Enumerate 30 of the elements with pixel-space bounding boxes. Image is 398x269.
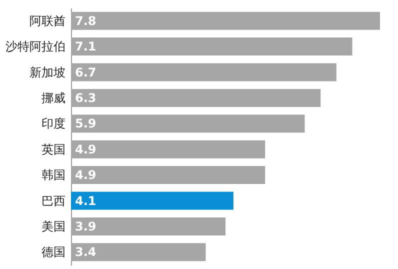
bar xyxy=(71,166,266,184)
y-tick-label: 德国 xyxy=(42,245,66,260)
y-tick-label: 美国 xyxy=(42,219,66,234)
bar xyxy=(71,217,226,236)
data-label: 6.7 xyxy=(75,65,96,80)
data-label: 4.9 xyxy=(75,142,96,156)
data-label: 3.4 xyxy=(75,245,96,260)
bar xyxy=(71,114,305,133)
data-label: 5.9 xyxy=(75,116,96,131)
y-tick-label: 新加坡 xyxy=(30,65,66,80)
data-label: 7.8 xyxy=(75,14,96,28)
bar xyxy=(71,38,352,56)
y-tick-label: 印度 xyxy=(42,116,66,131)
data-label: 4.9 xyxy=(75,168,96,182)
bar xyxy=(71,243,206,262)
bar xyxy=(71,63,336,82)
bar xyxy=(71,140,266,158)
bar xyxy=(71,88,321,107)
data-label: 7.1 xyxy=(75,40,96,54)
bar xyxy=(71,12,380,30)
y-tick-label: 巴西 xyxy=(42,194,66,208)
y-tick-label: 沙特阿拉伯 xyxy=(6,40,66,54)
y-tick-label: 韩国 xyxy=(42,168,66,182)
data-label: 4.1 xyxy=(75,194,96,208)
data-label: 3.9 xyxy=(75,219,96,234)
data-label: 6.3 xyxy=(75,90,96,105)
y-tick-label: 阿联酋 xyxy=(30,14,66,28)
bar xyxy=(71,192,234,210)
y-tick-label: 英国 xyxy=(42,142,66,156)
y-tick-label: 挪威 xyxy=(42,90,66,105)
